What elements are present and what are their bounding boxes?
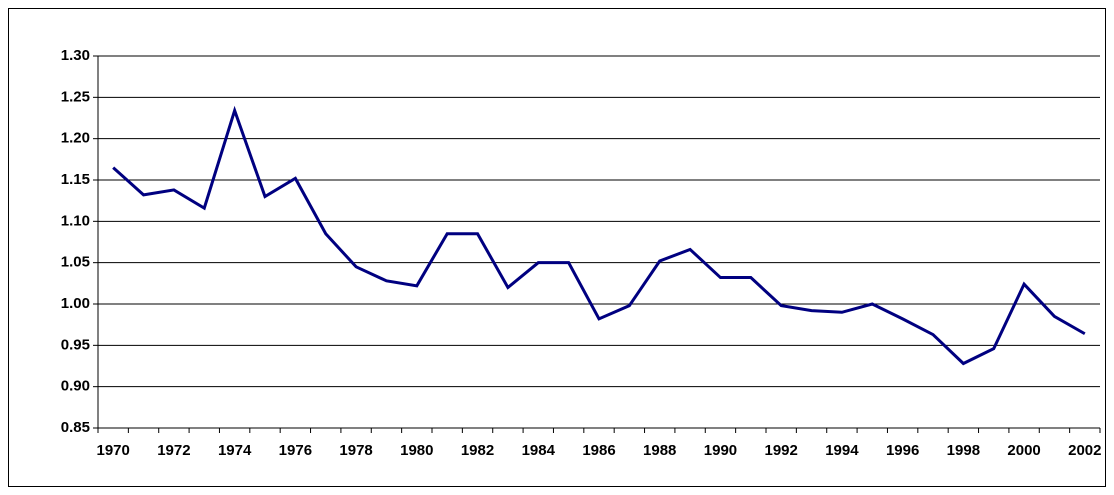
x-tick-label: 1986 [582, 442, 615, 459]
y-tick-label: 1.05 [61, 254, 90, 271]
y-tick-label: 1.25 [61, 88, 90, 105]
x-tick-label: 1982 [461, 442, 494, 459]
x-tick-label: 1996 [886, 442, 919, 459]
x-tick-label: 2002 [1068, 442, 1101, 459]
x-tick-label: 1972 [157, 442, 190, 459]
x-tick-label: 1988 [643, 442, 676, 459]
x-tick-label: 1974 [218, 442, 252, 459]
y-tick-label: 1.00 [61, 295, 90, 312]
x-tick-label: 1976 [279, 442, 312, 459]
y-tick-label: 1.15 [61, 171, 90, 188]
x-tick-label: 1984 [522, 442, 556, 459]
y-tick-label: 0.85 [61, 419, 90, 436]
y-tick-label: 1.30 [61, 47, 90, 64]
y-tick-label: 1.20 [61, 130, 90, 147]
data-line [112, 105, 1086, 366]
x-tick-label: 1980 [400, 442, 433, 459]
y-tick-label: 1.10 [61, 212, 90, 229]
y-tick-label: 0.95 [61, 336, 90, 353]
x-tick-label: 1978 [339, 442, 372, 459]
x-tick-label: 1992 [764, 442, 797, 459]
x-tick-label: 2000 [1007, 442, 1040, 459]
chart-border [8, 8, 1106, 487]
x-tick-label: 1970 [96, 442, 129, 459]
x-tick-label: 1998 [947, 442, 980, 459]
x-tick-label: 1994 [825, 442, 859, 459]
x-tick-label: 1990 [704, 442, 737, 459]
y-tick-label: 0.90 [61, 378, 90, 395]
